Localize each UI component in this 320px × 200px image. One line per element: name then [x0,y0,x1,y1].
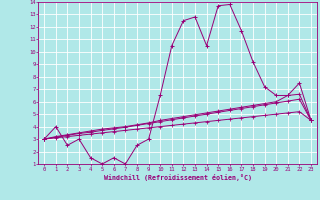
X-axis label: Windchill (Refroidissement éolien,°C): Windchill (Refroidissement éolien,°C) [104,174,252,181]
